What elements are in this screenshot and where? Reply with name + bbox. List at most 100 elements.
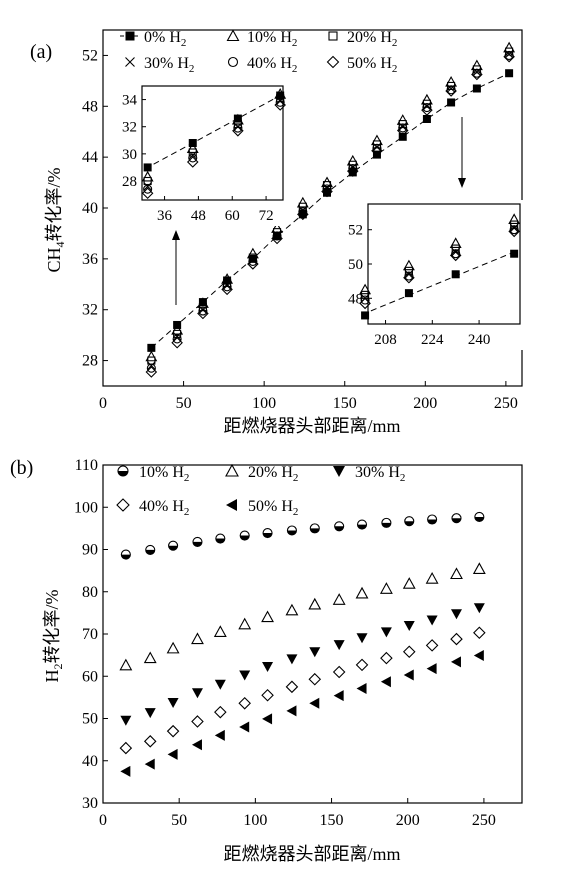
inset-point xyxy=(233,119,242,129)
panel-a-point xyxy=(198,306,208,316)
panel-a-point xyxy=(247,258,259,270)
panel-b-point xyxy=(427,514,438,525)
panel-b-point xyxy=(285,680,299,694)
inset-2-x-tick-label: 224 xyxy=(421,332,444,348)
panel-b-point xyxy=(472,562,486,574)
panel-b-point xyxy=(450,632,463,646)
panel-b-point xyxy=(239,721,250,733)
panel-b-point xyxy=(166,724,180,738)
panel-b-point xyxy=(167,748,178,760)
legend-marker xyxy=(226,29,240,42)
panel-b-point xyxy=(379,582,393,594)
panel-b-point xyxy=(473,650,484,662)
legend-marker xyxy=(116,498,130,512)
panel-a-point xyxy=(298,210,307,219)
panel-a-data-points xyxy=(145,41,516,378)
panel-b-point xyxy=(450,656,461,668)
panel-b-point xyxy=(119,741,133,755)
legend-marker xyxy=(125,31,135,41)
inset-point xyxy=(141,170,154,182)
panel-b-point xyxy=(380,651,393,665)
panel-b-point xyxy=(191,632,204,645)
panel-a-point xyxy=(171,336,183,349)
panel-b-point xyxy=(215,533,226,544)
inset-point xyxy=(233,122,243,132)
panel-b-point xyxy=(192,536,203,547)
panel-a-legend: 0% H2 10% H2 20% H2 30% H2 40% H2 50% H2 xyxy=(120,29,397,75)
panel-a-point xyxy=(298,206,308,215)
inset-2-y-tick-label: 50 xyxy=(348,257,363,273)
inset-2-x-tick-label: 208 xyxy=(374,332,397,348)
panel-b-point xyxy=(381,517,392,528)
inset-2-x-tick-label: 240 xyxy=(468,332,491,348)
panel-b-axes: 0 50 100 150 200 250 30 40 50 60 70 80 90 100 110 xyxy=(74,457,523,829)
panel-a-point xyxy=(505,69,514,78)
inset-1-x-tick-label: 36 xyxy=(157,208,173,224)
panel-b-point xyxy=(356,633,368,644)
panel-b-point xyxy=(262,527,273,539)
panel-b-chart: (b) 0 50 100 150 200 25030405060708090100110 … xyxy=(10,457,523,864)
legend-marker xyxy=(117,465,129,477)
inset-point xyxy=(508,225,520,238)
panel-b-x-tick-label: 200 xyxy=(396,812,420,829)
panel-b-point xyxy=(402,645,416,659)
panel-b-point xyxy=(450,567,463,580)
legend-label: 30% H2 xyxy=(144,55,194,75)
inset-point xyxy=(359,297,371,310)
legend-marker xyxy=(328,31,338,41)
inset-point xyxy=(449,249,462,262)
panel-a-point xyxy=(172,332,182,341)
panel-a-point xyxy=(371,145,383,157)
panel-b-point xyxy=(402,577,416,589)
panel-a-point xyxy=(296,196,309,208)
panel-b-point xyxy=(450,609,462,620)
panel-a-arrows xyxy=(172,117,466,305)
panel-b-point xyxy=(145,544,156,555)
panel-a-point xyxy=(223,278,232,288)
panel-b-point xyxy=(380,627,392,638)
panel-b-point xyxy=(191,715,204,728)
panel-b-y-tick-label: 50 xyxy=(82,711,98,728)
panel-b-point xyxy=(166,641,180,654)
panel-a-point xyxy=(348,160,357,169)
inset-background xyxy=(114,82,287,226)
panel-a-point xyxy=(145,366,158,378)
inset-point xyxy=(188,148,197,157)
panel-a-point xyxy=(223,276,232,285)
inset-point xyxy=(508,213,521,224)
panel-b-point xyxy=(238,697,251,710)
panel-a-point xyxy=(504,49,514,59)
panel-b-point xyxy=(191,688,203,699)
inset-point xyxy=(143,184,153,194)
panel-b-point xyxy=(262,713,273,725)
legend-marker xyxy=(333,466,345,477)
panel-b-point xyxy=(425,572,439,584)
panel-b-x-tick-label: 150 xyxy=(320,812,344,829)
panel-a-x-tick-label: 50 xyxy=(176,395,192,412)
panel-a-point xyxy=(372,140,382,149)
panel-b-point xyxy=(120,715,132,726)
panel-b-point xyxy=(309,523,320,534)
inset-point xyxy=(451,270,460,279)
legend-label: 40% H2 xyxy=(139,498,189,518)
panel-b-point xyxy=(308,672,322,686)
panel-a-point xyxy=(503,50,515,63)
panel-b-point xyxy=(309,647,321,658)
panel-a-point xyxy=(271,232,283,245)
panel-b-point xyxy=(426,615,438,626)
inset-point xyxy=(509,223,519,233)
panel-a-point xyxy=(396,124,409,137)
inset-point xyxy=(403,271,415,284)
panel-a-point xyxy=(372,150,381,159)
inset-point xyxy=(404,289,413,298)
inset-point xyxy=(274,99,286,111)
panel-a-point xyxy=(322,183,332,193)
panel-a-point xyxy=(447,98,456,107)
panel-a-point xyxy=(445,85,457,97)
panel-b-point xyxy=(168,540,179,551)
legend-label: 10% H2 xyxy=(247,29,297,49)
panel-a-point xyxy=(446,84,456,93)
panel-a-point xyxy=(347,165,359,177)
panel-b-point xyxy=(143,735,157,748)
panel-b-point xyxy=(403,621,415,632)
